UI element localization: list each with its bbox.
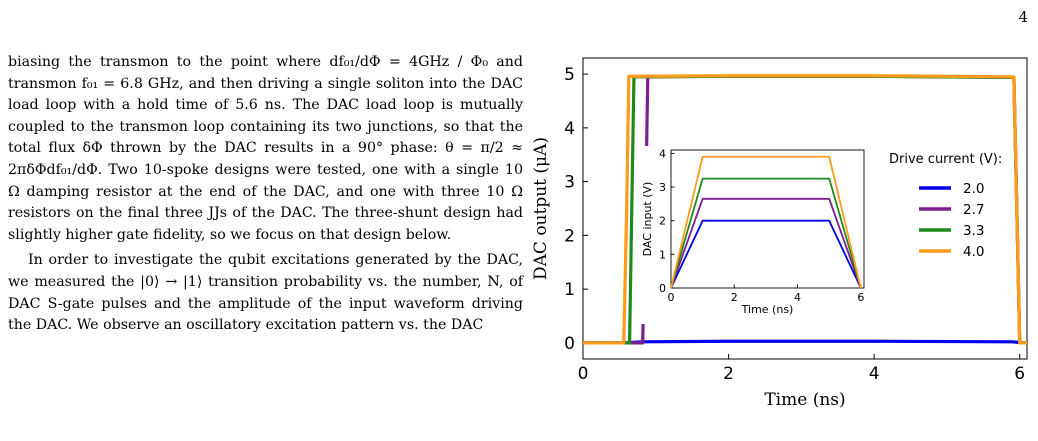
main-y-tick-label: 1 xyxy=(564,280,575,300)
inset-x-tick-label: 4 xyxy=(794,291,801,304)
inset-y-tick-label: 1 xyxy=(659,248,666,261)
inset-x-tick-label: 6 xyxy=(857,291,864,304)
inset-series-line-1 xyxy=(670,197,862,289)
inset-series-lines xyxy=(670,155,862,289)
main-axis-ticks: 0 2 4 6 0 1 2 3 4 5 xyxy=(564,65,1025,384)
inset-x-tick-label: 2 xyxy=(731,291,738,304)
inset-background xyxy=(639,146,874,324)
inset-y-tick-label: 4 xyxy=(659,147,666,160)
main-y-tick-label: 2 xyxy=(564,226,575,246)
inset-plot-frame xyxy=(670,149,865,289)
inset-y-tick-label: 2 xyxy=(659,215,666,228)
inset-series-line-0 xyxy=(670,219,862,289)
main-series-line-2.0 xyxy=(583,339,1027,345)
legend-entry-3.3: 3.3 xyxy=(963,223,984,239)
paragraph-2: In order to investigate the qubit excita… xyxy=(8,252,523,334)
paragraph-1: biasing the transmon to the point where … xyxy=(8,54,523,243)
main-x-tick-label: 2 xyxy=(723,364,734,384)
main-y-axis-label: DAC output (μA) xyxy=(531,137,551,280)
inset-y-tick-label: 0 xyxy=(659,282,666,295)
main-x-axis-label: Time (ns) xyxy=(764,390,845,410)
dac-output-figure: 0 2 4 6 0 1 2 3 4 5 Time (ns) DAC output (μA) Dri… xyxy=(530,40,1038,441)
legend-entry-2.7: 2.7 xyxy=(963,202,984,218)
main-x-tick-label: 0 xyxy=(578,364,589,384)
main-x-tick-label: 4 xyxy=(869,364,880,384)
inset-series-line-2 xyxy=(670,177,862,289)
main-x-tick-label: 6 xyxy=(1014,364,1025,384)
main-series-line-4.0 xyxy=(583,74,1027,345)
chart-legend: Drive current (V): 2.0 2.7 3.3 4.0 xyxy=(889,152,1002,260)
inset-x-tick-label: 0 xyxy=(668,291,675,304)
inset-axis-ticks: 0 2 4 6 0 1 2 3 4 xyxy=(659,147,864,304)
main-plot-frame xyxy=(582,57,1028,360)
page-number: 4 xyxy=(1018,8,1028,26)
main-y-tick-label: 3 xyxy=(564,173,575,193)
legend-entry-2.0: 2.0 xyxy=(963,181,984,197)
inset-y-tick-label: 3 xyxy=(659,181,666,194)
inset-y-axis-label: DAC input (V) xyxy=(641,182,654,257)
inset-x-axis-label: Time (ns) xyxy=(741,303,794,316)
dac-output-chart: 0 2 4 6 0 1 2 3 4 5 Time (ns) DAC output (μA) Dri… xyxy=(531,57,1028,410)
main-y-tick-label: 0 xyxy=(564,334,575,354)
legend-title: Drive current (V): xyxy=(889,152,1002,167)
body-text-column: biasing the transmon to the point where … xyxy=(8,52,523,337)
main-y-tick-label: 5 xyxy=(564,65,575,85)
inset-series-line-3 xyxy=(670,155,862,289)
legend-entry-4.0: 4.0 xyxy=(963,244,984,260)
main-y-tick-label: 4 xyxy=(564,119,575,139)
